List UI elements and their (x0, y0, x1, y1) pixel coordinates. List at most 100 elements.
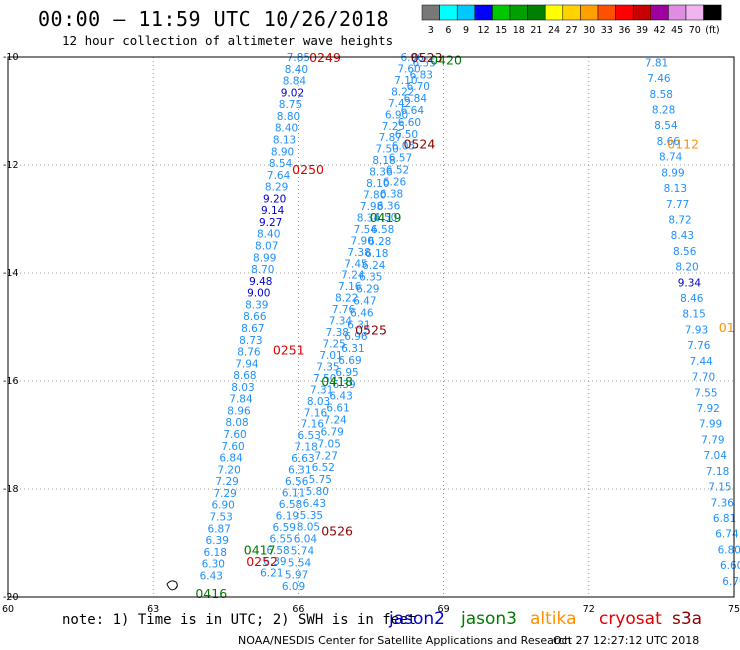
wave-height-value: 7.31 (310, 384, 333, 396)
wave-height-value: 6.63 (291, 453, 314, 465)
color-scale-swatch (615, 4, 634, 21)
wave-height-value: 7.81 (645, 57, 668, 69)
color-scale-label: 70 (689, 25, 701, 36)
x-tick-label: 60 (2, 604, 14, 615)
wave-height-value: 5.97 (285, 569, 308, 581)
wave-height-value: 8.99 (253, 252, 276, 264)
wave-height-value: 7.46 (647, 73, 671, 85)
x-tick-label: 75 (728, 604, 740, 615)
wave-height-value: 8.40 (257, 229, 280, 241)
wave-height-value: 7.34 (329, 316, 353, 328)
wave-height-value: 8.03 (231, 382, 254, 394)
wave-height-value: 6.56 (285, 476, 309, 488)
wave-height-value: 7.70 (692, 372, 715, 384)
wave-height-value: 8.20 (675, 262, 698, 274)
wave-height-value: 7.45 (344, 258, 367, 270)
wave-height-value: 6.26 (383, 176, 407, 188)
color-scale-swatch (580, 4, 599, 21)
pass-label: 0416 (195, 586, 227, 601)
wave-height-value: 6.69 (338, 355, 361, 367)
wave-height-value: 6.74 (715, 529, 739, 541)
units-note: note: 1) Time is in UTC; 2) SWH is in fe… (62, 612, 417, 628)
wave-height-value: 7.50 (375, 144, 398, 156)
wave-height-value: 6.50 (395, 129, 418, 141)
wave-height-value: 8.54 (654, 120, 678, 132)
color-scale-swatch (632, 4, 652, 21)
y-tick-label: -18 (3, 484, 19, 495)
wave-height-value: 8.80 (277, 111, 300, 123)
wave-height-value: 8.10 (366, 178, 389, 190)
wave-height-value: 7.94 (235, 358, 259, 370)
legend-s3a: s3a (672, 609, 703, 629)
y-tick-label: -12 (3, 160, 19, 171)
wave-height-value: 6.43 (200, 570, 223, 582)
wave-height-value: 8.66 (657, 136, 681, 148)
wave-height-value: 6.05 (392, 141, 415, 153)
wave-height-value: 8.70 (251, 264, 274, 276)
wave-height-value: 8.72 (668, 214, 691, 226)
wave-height-value: 6.79 (320, 426, 343, 438)
wave-height-value: 7.64 (267, 170, 291, 182)
wave-height-value: 7.20 (217, 464, 240, 476)
credit-line: NOAA/NESDIS Center for Satellite Applica… (238, 634, 572, 647)
color-scale-swatch (650, 4, 669, 21)
wave-height-value: 7.29 (213, 488, 236, 500)
wave-height-value: 7.35 (316, 361, 339, 373)
pass-label: 0526 (321, 524, 353, 539)
color-scale-swatch (544, 4, 564, 21)
wave-height-value: 7.80 (363, 190, 386, 202)
color-scale-swatch (668, 4, 687, 21)
wave-height-value: 6.18 (365, 248, 388, 260)
color-scale-label: 12 (478, 25, 490, 36)
wave-height-value: 7.53 (209, 511, 232, 523)
wave-height-value: 7.16 (338, 281, 362, 293)
x-tick-label: 72 (583, 604, 595, 615)
wave-height-value: 7.36 (711, 497, 735, 509)
wave-height-value: 8.13 (664, 183, 687, 195)
wave-height-value: 7.60 (221, 441, 244, 453)
wave-height-value: 6.84 (404, 93, 428, 105)
wave-height-value: 8.58 (650, 89, 673, 101)
pass-label: 0525 (355, 323, 387, 338)
pass-label: 0524 (403, 136, 435, 151)
color-scale-label: (ft) (705, 25, 719, 36)
wave-height-value: 8.34 (357, 212, 381, 224)
wave-height-value: 6.31 (288, 465, 311, 477)
y-tick-label: -16 (3, 376, 19, 387)
wave-height-value: 8.36 (369, 167, 393, 179)
legend-jason2: jason2 (389, 609, 445, 629)
color-scale-label: 42 (654, 25, 666, 36)
wave-height-value: 6.60 (398, 117, 421, 129)
color-scale-label: 3 (428, 25, 434, 36)
wave-height-value: 6.57 (389, 153, 412, 165)
wave-height-value: 8.40 (275, 123, 298, 135)
wave-height-value: 6.35 (359, 272, 382, 284)
wave-height-value: 7.84 (229, 394, 253, 406)
pass-label: 0112 (667, 136, 699, 151)
wave-height-value: 5.80 (306, 486, 329, 498)
wave-height-value: 7.24 (341, 270, 365, 282)
color-scale-label: 9 (463, 25, 469, 36)
wave-height-value: 7.98 (360, 201, 383, 213)
wave-height-value: 8.43 (671, 230, 694, 242)
wave-height-value: 6.70 (722, 576, 740, 588)
wave-height-value: 7.05 (318, 438, 341, 450)
wave-height-value: 6.52 (386, 165, 409, 177)
wave-height-value: 6.80 (718, 544, 740, 556)
wave-height-value: 6.18 (204, 547, 227, 559)
wave-height-value: 6.90 (211, 500, 234, 512)
wave-height-value: 7.18 (294, 442, 317, 454)
wave-height-value: 8.73 (239, 335, 262, 347)
pass-label: 0420 (430, 53, 462, 68)
wave-height-value: 7.76 (332, 304, 356, 316)
color-scale-swatch (509, 4, 528, 21)
wave-height-value: 9.02 (281, 87, 304, 99)
wave-height-value: 7.10 (394, 75, 417, 87)
wave-height-value: 8.68 (233, 370, 256, 382)
wave-height-value: 8.99 (661, 167, 684, 179)
wave-height-value: 9.48 (249, 276, 272, 288)
wave-height-value: 6.38 (380, 188, 403, 200)
wave-height-value: 7.93 (685, 324, 708, 336)
wave-height-value: 6.24 (362, 260, 386, 272)
chart-subtitle: 12 hour collection of altimeter wave hei… (62, 33, 394, 48)
